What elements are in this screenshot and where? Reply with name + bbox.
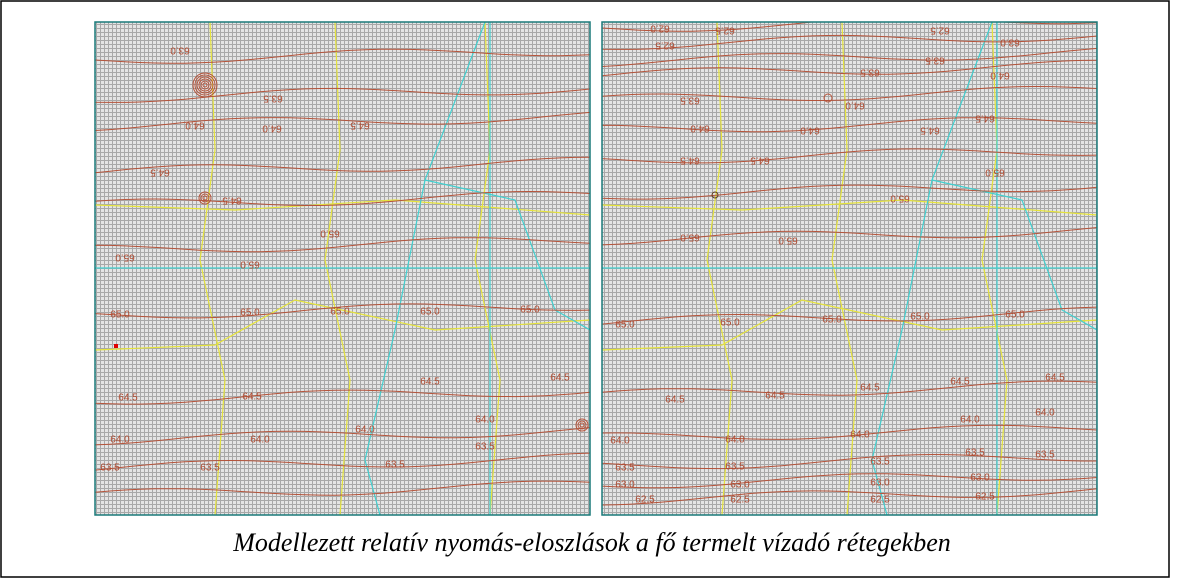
contour-label: 64.5 (118, 393, 138, 404)
contour-label: 65.0 (910, 312, 930, 323)
contour-label: 64.0 (250, 435, 270, 446)
contour-label: 63.0 (970, 473, 990, 484)
contour-label: 63.0 (1000, 36, 1020, 47)
contour-label: 64.5 (150, 166, 170, 177)
contour-label: 62.0 (650, 22, 670, 33)
contour-label: 64.0 (850, 430, 870, 441)
contour-label: 65.0 (680, 231, 700, 242)
contour-label: 65.0 (420, 307, 440, 318)
well (114, 344, 118, 348)
contour-label: 63.5 (100, 463, 120, 474)
contour-label: 64.5 (920, 124, 940, 135)
contour-label: 65.0 (615, 320, 635, 331)
contour-label: 65.0 (822, 315, 842, 326)
contour-label: 65.0 (720, 318, 740, 329)
contour-label: 62.5 (930, 24, 950, 35)
contour-label: 64.0 (262, 122, 282, 133)
contour-label: 64.0 (355, 425, 375, 436)
contour-label: 64.5 (665, 395, 685, 406)
contour-label: 64.0 (475, 415, 495, 426)
contour-label: 64.5 (765, 391, 785, 402)
contour-label: 65.0 (110, 310, 130, 321)
contour-label: 65.0 (1005, 310, 1025, 321)
contour-label: 63.5 (475, 442, 495, 453)
contour-label: 64.5 (750, 154, 770, 165)
contour-label: 63.5 (200, 463, 220, 474)
caption: Modellezett relatív nyomás-eloszlások a … (232, 528, 950, 557)
contour-label: 62.5 (730, 495, 750, 506)
contour-label: 64.5 (350, 119, 370, 130)
contour-label: 63.5 (870, 457, 890, 468)
contour-label: 63.0 (615, 480, 635, 491)
contour-label: 64.0 (845, 99, 865, 110)
figure: 63.0 63.5 64.0 64.0 64.5 64.5 64.5 65.0 65.0 65.0… (0, 0, 1180, 580)
contour-label: 64.5 (1045, 373, 1065, 384)
contour-label: 64.0 (800, 124, 820, 135)
contour-label: 64.0 (990, 69, 1010, 80)
contour-label: 62.5 (870, 495, 890, 506)
contour-label: 64.0 (610, 436, 630, 447)
contour-label: 62.5 (635, 495, 655, 506)
contour-label: 62.5 (975, 492, 995, 503)
contour-label: 64.5 (975, 112, 995, 123)
contour-label: 64.0 (960, 415, 980, 426)
contour-label: 63.0 (870, 478, 890, 489)
contour-label: 64.0 (725, 435, 745, 446)
contour-label: 64.5 (242, 392, 262, 403)
contour-label: 64.0 (1035, 408, 1055, 419)
contour-label: 65.0 (330, 307, 350, 318)
contour-label: 64.0 (110, 435, 130, 446)
contour-label: 65.0 (890, 192, 910, 203)
contour-label: 65.0 (115, 251, 135, 262)
contour-label: 65.0 (240, 308, 260, 319)
contour-label: 64.5 (222, 194, 242, 205)
contour-label: 64.0 (690, 122, 710, 133)
contour-label: 64.5 (950, 377, 970, 388)
contour-label: 64.5 (860, 383, 880, 394)
contour-label: 64.5 (550, 373, 570, 384)
contour-label: 64.0 (185, 119, 205, 130)
contour-label: 63.5 (263, 92, 283, 103)
contour-label: 63.5 (615, 463, 635, 474)
contour-label: 62.5 (715, 24, 735, 35)
contour-label: 64.5 (680, 154, 700, 165)
contour-label: 64.5 (420, 377, 440, 388)
contour-label: 63.5 (1035, 450, 1055, 461)
map-panel: 63.0 63.5 64.0 64.0 64.5 64.5 64.5 65.0 65.0 65.0… (95, 22, 590, 515)
contour-label: 63.5 (860, 66, 880, 77)
contour-label: 63.5 (680, 94, 700, 105)
contour-label: 63.5 (385, 460, 405, 471)
contour-label: 63.0 (730, 480, 750, 491)
contour-label: 65.0 (320, 227, 340, 238)
contour-label: 65.0 (778, 234, 798, 245)
contour-label: 62.5 (655, 39, 675, 50)
contour-label: 63.0 (170, 44, 190, 55)
contour-label: 63.5 (965, 448, 985, 459)
contour-label: 63.5 (925, 54, 945, 65)
contour-label: 65.0 (520, 305, 540, 316)
contour-label: 65.0 (985, 166, 1005, 177)
contour-label: 65.0 (240, 258, 260, 269)
contour-label: 63.5 (725, 462, 745, 473)
